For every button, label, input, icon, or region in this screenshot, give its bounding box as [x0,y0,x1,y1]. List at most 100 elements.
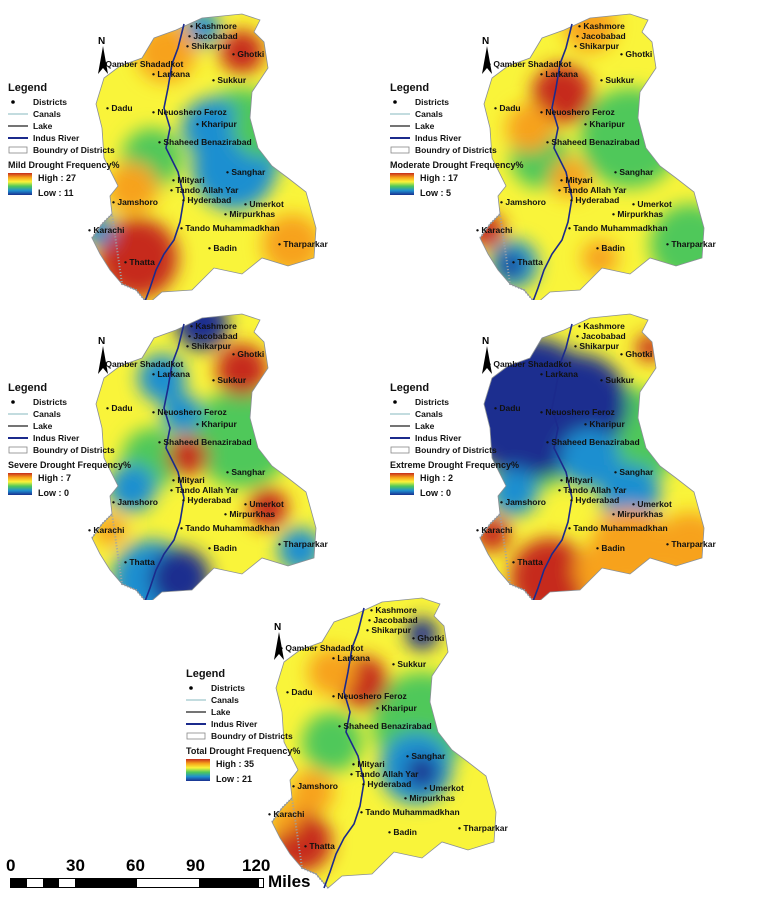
drought-map [91,13,317,300]
district-label: • Kashmore [578,21,625,31]
district-label: • Thatta [124,257,155,267]
legend-item: Indus River [186,718,300,730]
ramp-high: High : 17 [420,173,459,183]
legend-item-label: Districts [33,397,68,407]
district-label: • Ghotki [232,349,265,359]
district-label: • Mityari [172,475,205,485]
north-arrow-icon: N [92,336,114,376]
river-line-icon [186,720,208,728]
ramp-title: Extreme Drought Frequency% [390,460,520,470]
ramp-title: Total Drought Frequency% [186,746,301,756]
ramp-high: High : 27 [38,173,77,183]
scale-tick: 0 [6,856,16,875]
color-ramp-bar [186,759,210,781]
drought-map [91,313,317,600]
map-legend: Legend Districts Canals Lake Indus River Boun… [390,382,519,499]
district-label: • Tando Muhammadkhan [180,223,280,233]
color-ramp-bar [390,473,414,495]
map-legend: Legend Districts Canals Lake Indus River Boun… [186,668,300,785]
legend-item-label: Indus River [211,719,258,729]
district-label: • Tando Allah Yar [350,769,419,779]
legend-item: Districts [390,396,519,408]
north-label: N [482,36,490,47]
legend-item: Indus River [8,432,131,444]
north-label: N [274,622,282,633]
province-outline [91,13,317,300]
district-label: • Larkana [540,69,578,79]
district-label: • Jacobabad [576,31,626,41]
legend-item-label: Canals [211,695,239,705]
district-label: • Neuoshero Feroz [540,107,615,117]
legend-item: Canals [8,108,120,120]
frequency-hotspot [176,314,228,350]
district-label: • Tando Allah Yar [558,185,627,195]
district-label: • Sanghar [226,167,266,177]
legend-item: Lake [186,706,300,718]
district-label: • Tando Allah Yar [170,485,239,495]
district-label: • Larkana [540,369,578,379]
ramp-title: Severe Drought Frequency% [8,460,132,470]
frequency-hotspot [406,756,438,788]
canal-line-icon [8,410,30,418]
map-legend: Legend Districts Canals Lake Indus River Boun… [8,382,131,499]
district-label: • Tharparkar [666,539,716,549]
color-ramp: High : 27 Low : 11 [8,173,120,199]
district-label: • Ghotki [232,49,265,59]
district-label: • Hyderabad [182,495,232,505]
district-label: • Mityari [560,175,593,185]
district-label: • Qamber Shadadkot [488,59,572,69]
district-label: • Shikarpur [366,625,412,635]
district-label: • Ghotki [620,349,653,359]
map-panel: • Kashmore • Jacobabad • Shikarpur • Ghotki… [384,300,768,600]
district-label: • Larkana [152,369,190,379]
drought-map [271,597,497,889]
frequency-hotspot [564,14,616,52]
boundary-box-icon [186,732,208,740]
scale-tick: 60 [126,856,145,875]
legend-item: Indus River [8,132,120,144]
legend-item: Boundry of Districts [8,144,120,156]
frequency-hotspot [98,218,178,298]
district-label: • Shikarpur [186,41,232,51]
river-line-icon [8,134,30,142]
lake-line-icon [390,122,412,130]
district-label: • Shaheed Benazirabad [546,437,640,447]
district-label: • Sanghar [226,467,266,477]
district-label: • Ghotki [412,633,445,643]
district-label: • Tando Muhammadkhan [568,223,668,233]
district-label: • Jacobabad [576,331,626,341]
district-label: • Sukkur [600,75,635,85]
map-panel: • Kashmore • Jacobabad • Shikarpur • Ghotki… [0,0,384,300]
scale-bar: 0 30 60 90 120 Miles [6,856,311,896]
frequency-hotspot [290,770,334,814]
district-label: • Mirpurkhas [224,509,276,519]
district-label: • Tharparkar [278,539,328,549]
district-label: • Sanghar [406,751,446,761]
canal-line-icon [390,110,412,118]
district-label: • Sanghar [614,167,654,177]
district-label: • Badin [596,543,625,553]
indus-river [323,607,365,889]
district-label: • Shikarpur [574,41,620,51]
legend-item: Boundry of Districts [8,444,131,456]
frequency-hotspot [248,488,288,528]
district-label: • Kharipur [584,419,625,429]
ramp-title: Mild Drought Frequency% [8,160,120,170]
legend-item: Lake [8,420,131,432]
map-panel: • Kashmore • Jacobabad • Shikarpur • Ghotki… [180,592,564,892]
district-label: • Karachi [268,809,305,819]
district-label: • Kashmore [578,321,625,331]
district-label: • Sukkur [600,375,635,385]
legend-item-label: Boundry of Districts [33,445,115,455]
district-label: • Tando Muhammadkhan [360,807,460,817]
north-arrow-icon: N [92,36,114,76]
ramp-low: Low : 5 [420,188,451,198]
legend-item: Districts [8,96,120,108]
frequency-hotspot [220,30,264,74]
frequency-hotspot [308,648,356,696]
district-label: • Karachi [88,225,125,235]
map-panel: • Kashmore • Jacobabad • Shikarpur • Ghotki… [0,300,384,600]
district-label: • Shaheed Benazirabad [338,721,432,731]
legend-item: Canals [186,694,300,706]
frequency-hotspot [532,64,592,124]
